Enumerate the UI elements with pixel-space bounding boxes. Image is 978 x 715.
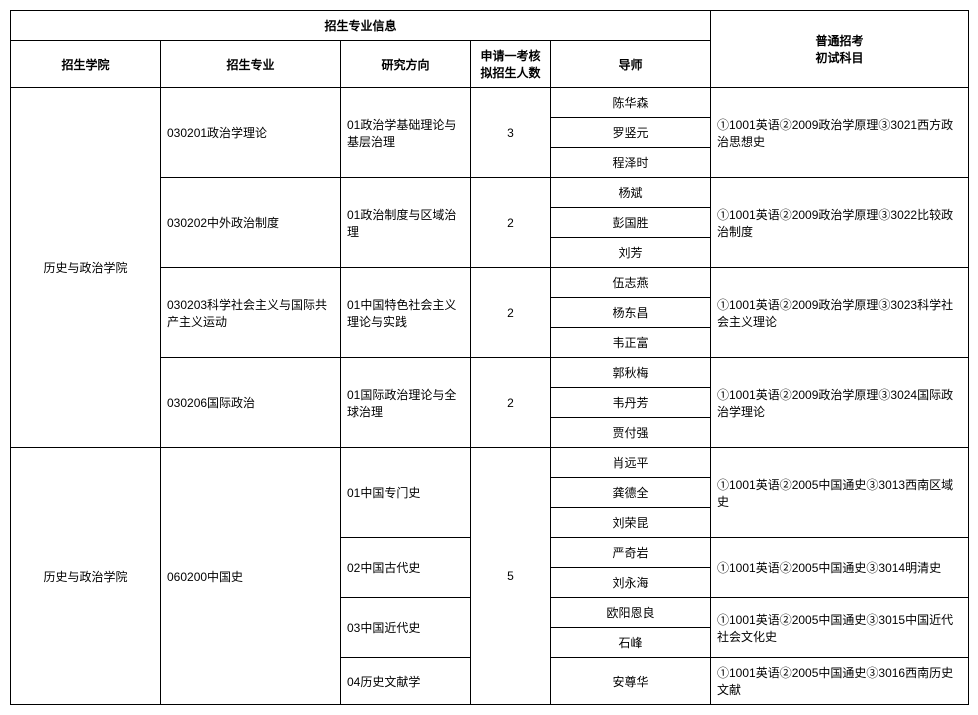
exam-cell: ①1001英语②2005中国通史③3013西南区域史 [711,448,969,538]
advisor-cell: 贾付强 [551,418,711,448]
exam-cell: ①1001英语②2005中国通史③3016西南历史文献 [711,658,969,705]
advisor-cell: 龚德全 [551,478,711,508]
advisor-cell: 严奇岩 [551,538,711,568]
direction-cell: 01中国特色社会主义理论与实践 [341,268,471,358]
direction-cell: 04历史文献学 [341,658,471,705]
major-header: 招生专业 [161,41,341,88]
admissions-table: 招生专业信息 普通招考初试科目 招生学院 招生专业 研究方向 申请一考核拟招生人… [10,10,969,705]
advisor-cell: 安尊华 [551,658,711,705]
major-cell: 030201政治学理论 [161,88,341,178]
direction-header: 研究方向 [341,41,471,88]
quota-cell: 2 [471,268,551,358]
advisor-cell: 程泽时 [551,148,711,178]
major-cell: 030203科学社会主义与国际共产主义运动 [161,268,341,358]
direction-cell: 01国际政治理论与全球治理 [341,358,471,448]
advisor-cell: 彭国胜 [551,208,711,238]
direction-cell: 01政治学基础理论与基层治理 [341,88,471,178]
advisor-cell: 杨斌 [551,178,711,208]
college-cell: 历史与政治学院 [11,88,161,448]
advisor-cell: 伍志燕 [551,268,711,298]
advisor-cell: 罗竖元 [551,118,711,148]
exam-cell: ①1001英语②2009政治学原理③3024国际政治学理论 [711,358,969,448]
table-row: 历史与政治学院030201政治学理论01政治学基础理论与基层治理3陈华森①100… [11,88,969,118]
advisor-cell: 杨东昌 [551,298,711,328]
advisor-cell: 郭秋梅 [551,358,711,388]
direction-cell: 02中国古代史 [341,538,471,598]
direction-cell: 01中国专门史 [341,448,471,538]
quota-cell: 2 [471,358,551,448]
exam-cell: ①1001英语②2009政治学原理③3023科学社会主义理论 [711,268,969,358]
advisor-cell: 刘芳 [551,238,711,268]
direction-cell: 01政治制度与区域治理 [341,178,471,268]
advisor-cell: 刘荣昆 [551,508,711,538]
quota-header: 申请一考核拟招生人数 [471,41,551,88]
advisor-cell: 石峰 [551,628,711,658]
exam-cell: ①1001英语②2005中国通史③3014明清史 [711,538,969,598]
exam-cell: ①1001英语②2009政治学原理③3022比较政治制度 [711,178,969,268]
quota-cell: 3 [471,88,551,178]
exam-cell: ①1001英语②2005中国通史③3015中国近代社会文化史 [711,598,969,658]
advisor-cell: 欧阳恩良 [551,598,711,628]
major-cell: 030206国际政治 [161,358,341,448]
table-row: 历史与政治学院060200中国史01中国专门史5肖远平①1001英语②2005中… [11,448,969,478]
advisor-header: 导师 [551,41,711,88]
advisor-cell: 韦正富 [551,328,711,358]
direction-cell: 03中国近代史 [341,598,471,658]
advisor-cell: 韦丹芳 [551,388,711,418]
major-cell: 030202中外政治制度 [161,178,341,268]
quota-cell: 5 [471,448,551,705]
table-body: 历史与政治学院030201政治学理论01政治学基础理论与基层治理3陈华森①100… [11,88,969,705]
advisor-cell: 陈华森 [551,88,711,118]
major-cell: 060200中国史 [161,448,341,705]
group-title-header: 招生专业信息 [11,11,711,41]
college-cell: 历史与政治学院 [11,448,161,705]
advisor-cell: 刘永海 [551,568,711,598]
exam-cell: ①1001英语②2009政治学原理③3021西方政治思想史 [711,88,969,178]
quota-cell: 2 [471,178,551,268]
exam-subject-header: 普通招考初试科目 [711,11,969,88]
college-header: 招生学院 [11,41,161,88]
advisor-cell: 肖远平 [551,448,711,478]
header-row-1: 招生专业信息 普通招考初试科目 [11,11,969,41]
